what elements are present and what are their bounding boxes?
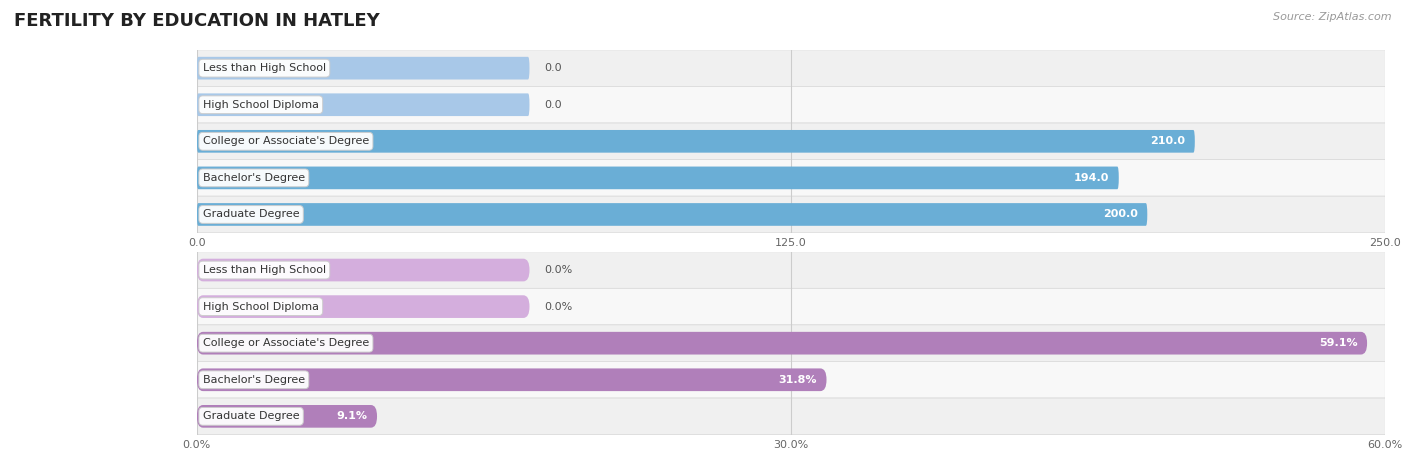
Text: 0.0%: 0.0% (544, 265, 572, 275)
Text: College or Associate's Degree: College or Associate's Degree (202, 338, 368, 348)
Text: 31.8%: 31.8% (779, 375, 817, 385)
FancyBboxPatch shape (195, 325, 1386, 361)
Text: 0.0: 0.0 (544, 63, 561, 73)
Text: 194.0: 194.0 (1074, 173, 1109, 183)
FancyBboxPatch shape (197, 369, 827, 391)
FancyBboxPatch shape (197, 57, 530, 79)
Text: College or Associate's Degree: College or Associate's Degree (202, 136, 368, 146)
FancyBboxPatch shape (195, 252, 1386, 288)
Text: Less than High School: Less than High School (202, 63, 326, 73)
Text: Less than High School: Less than High School (202, 265, 326, 275)
FancyBboxPatch shape (197, 332, 1367, 354)
FancyBboxPatch shape (197, 405, 377, 428)
Text: 0.0%: 0.0% (544, 302, 572, 312)
FancyBboxPatch shape (197, 203, 1147, 226)
Text: High School Diploma: High School Diploma (202, 100, 319, 110)
FancyBboxPatch shape (197, 295, 530, 318)
Text: FERTILITY BY EDUCATION IN HATLEY: FERTILITY BY EDUCATION IN HATLEY (14, 12, 380, 30)
FancyBboxPatch shape (195, 288, 1386, 325)
FancyBboxPatch shape (195, 398, 1386, 435)
Text: 210.0: 210.0 (1150, 136, 1185, 146)
Text: Graduate Degree: Graduate Degree (202, 411, 299, 421)
Text: High School Diploma: High School Diploma (202, 302, 319, 312)
FancyBboxPatch shape (195, 123, 1386, 160)
Text: 200.0: 200.0 (1102, 209, 1137, 219)
Text: Bachelor's Degree: Bachelor's Degree (202, 173, 305, 183)
FancyBboxPatch shape (195, 196, 1386, 233)
FancyBboxPatch shape (195, 361, 1386, 398)
FancyBboxPatch shape (195, 160, 1386, 196)
Text: Graduate Degree: Graduate Degree (202, 209, 299, 219)
FancyBboxPatch shape (197, 167, 1119, 189)
FancyBboxPatch shape (195, 86, 1386, 123)
Text: 59.1%: 59.1% (1319, 338, 1358, 348)
Text: Bachelor's Degree: Bachelor's Degree (202, 375, 305, 385)
Text: 9.1%: 9.1% (336, 411, 367, 421)
Text: 0.0: 0.0 (544, 100, 561, 110)
Text: Source: ZipAtlas.com: Source: ZipAtlas.com (1274, 12, 1392, 22)
FancyBboxPatch shape (197, 130, 1195, 152)
FancyBboxPatch shape (197, 259, 530, 281)
FancyBboxPatch shape (197, 94, 530, 116)
FancyBboxPatch shape (195, 50, 1386, 86)
